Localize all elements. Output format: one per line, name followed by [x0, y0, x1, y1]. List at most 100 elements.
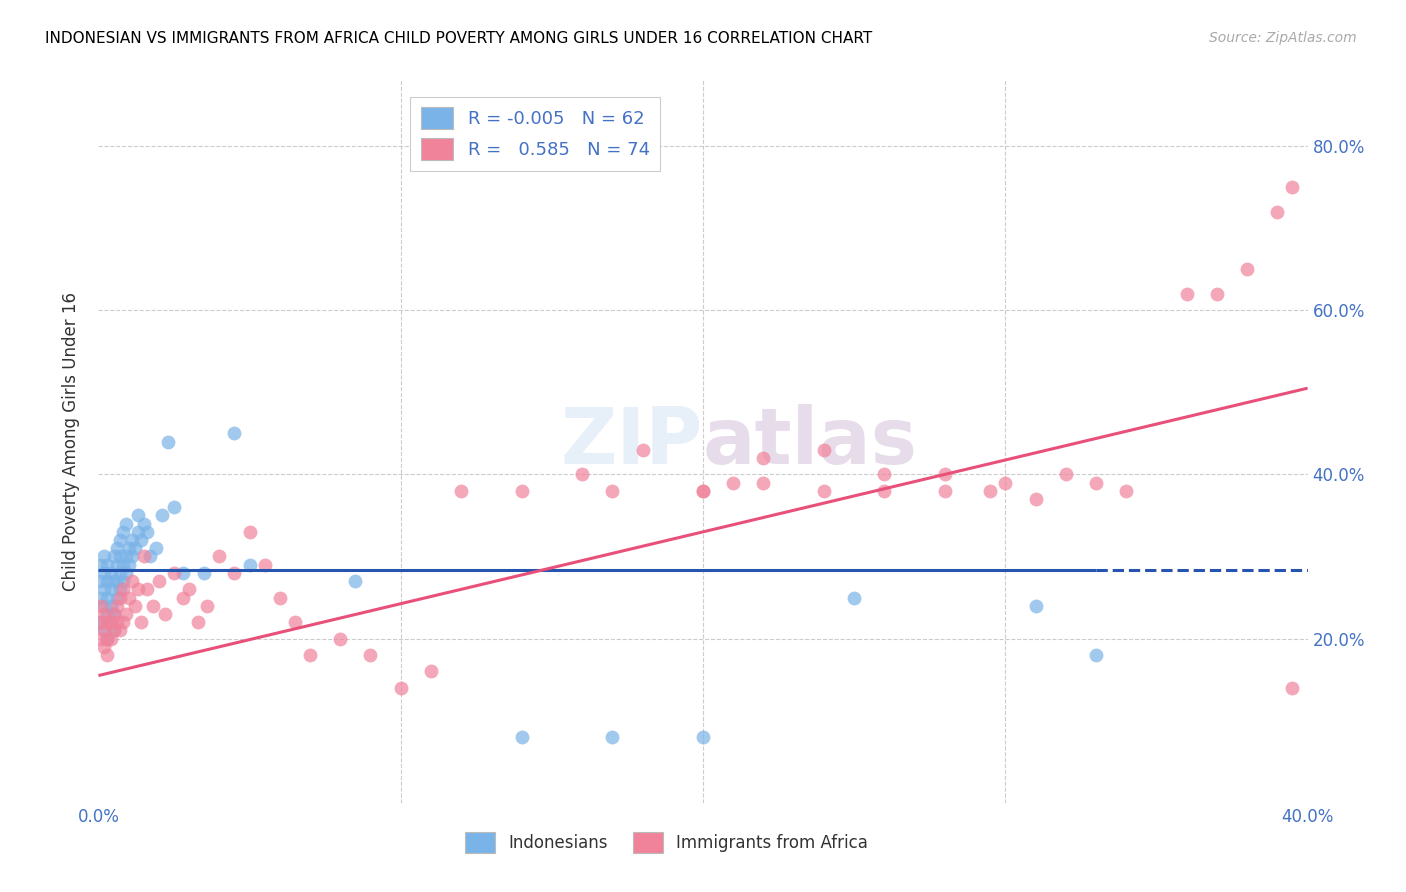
Point [100, 615, 122, 630]
Point [90, 574, 112, 588]
Point [108, 624, 131, 638]
Point [96, 632, 118, 646]
Point [90, 591, 112, 605]
Text: atlas: atlas [703, 403, 918, 480]
Point [96, 607, 118, 621]
Point [114, 549, 136, 564]
Point [124, 599, 146, 613]
Point [844, 591, 866, 605]
Point [132, 516, 155, 531]
Point [103, 549, 125, 564]
Point [129, 615, 152, 630]
Point [187, 615, 209, 630]
Point [132, 549, 155, 564]
Point [195, 599, 218, 613]
Point [1054, 467, 1077, 482]
Point [93, 599, 115, 613]
Point [96, 558, 118, 572]
Point [127, 508, 149, 523]
Point [510, 730, 533, 744]
Point [360, 648, 382, 662]
Point [389, 681, 412, 695]
Point [156, 434, 179, 449]
Point [420, 665, 443, 679]
Point [90, 599, 112, 613]
Point [127, 524, 149, 539]
Point [111, 615, 134, 630]
Point [148, 574, 170, 588]
Point [979, 483, 1001, 498]
Point [103, 607, 125, 621]
Point [100, 615, 122, 630]
Point [692, 483, 714, 498]
Point [93, 624, 115, 638]
Point [114, 607, 136, 621]
Point [108, 566, 131, 580]
Point [96, 648, 118, 662]
Point [135, 524, 157, 539]
Point [172, 591, 194, 605]
Point [90, 632, 112, 646]
Point [1175, 286, 1198, 301]
Point [108, 533, 131, 547]
Point [813, 442, 835, 457]
Point [602, 483, 624, 498]
Point [111, 558, 134, 572]
Point [108, 549, 131, 564]
Point [1085, 475, 1108, 490]
Point [163, 500, 186, 515]
Point [253, 558, 276, 572]
Point [127, 582, 149, 597]
Point [118, 541, 141, 556]
Point [873, 483, 896, 498]
Point [111, 582, 134, 597]
Point [100, 566, 122, 580]
Point [752, 450, 775, 465]
Point [100, 599, 122, 613]
Point [239, 558, 262, 572]
Point [93, 640, 115, 654]
Point [96, 632, 118, 646]
Text: ZIP: ZIP [561, 403, 703, 480]
Point [450, 483, 472, 498]
Point [813, 483, 835, 498]
Legend: Indonesians, Immigrants from Africa: Indonesians, Immigrants from Africa [458, 826, 875, 860]
Point [934, 483, 956, 498]
Point [139, 549, 162, 564]
Point [93, 607, 115, 621]
Y-axis label: Child Poverty Among Girls Under 16: Child Poverty Among Girls Under 16 [62, 292, 80, 591]
Point [105, 541, 128, 556]
Point [344, 574, 367, 588]
Point [1281, 180, 1303, 194]
Point [150, 508, 173, 523]
Point [90, 615, 112, 630]
Point [692, 730, 714, 744]
Point [269, 591, 291, 605]
Point [1024, 491, 1046, 506]
Point [1206, 286, 1229, 301]
Point [1024, 599, 1046, 613]
Point [1115, 483, 1137, 498]
Point [96, 574, 118, 588]
Point [1085, 648, 1108, 662]
Text: INDONESIAN VS IMMIGRANTS FROM AFRICA CHILD POVERTY AMONG GIRLS UNDER 16 CORRELAT: INDONESIAN VS IMMIGRANTS FROM AFRICA CHI… [45, 31, 872, 46]
Point [145, 541, 167, 556]
Point [571, 467, 593, 482]
Point [994, 475, 1017, 490]
Point [103, 607, 125, 621]
Point [108, 591, 131, 605]
Point [93, 549, 115, 564]
Point [224, 426, 246, 441]
Point [93, 582, 115, 597]
Point [108, 582, 131, 597]
Point [103, 624, 125, 638]
Point [105, 591, 128, 605]
Point [93, 624, 115, 638]
Point [105, 615, 128, 630]
Point [114, 566, 136, 580]
Point [111, 524, 134, 539]
Point [1267, 204, 1289, 219]
Point [299, 648, 322, 662]
Point [1281, 681, 1303, 695]
Point [1236, 262, 1258, 277]
